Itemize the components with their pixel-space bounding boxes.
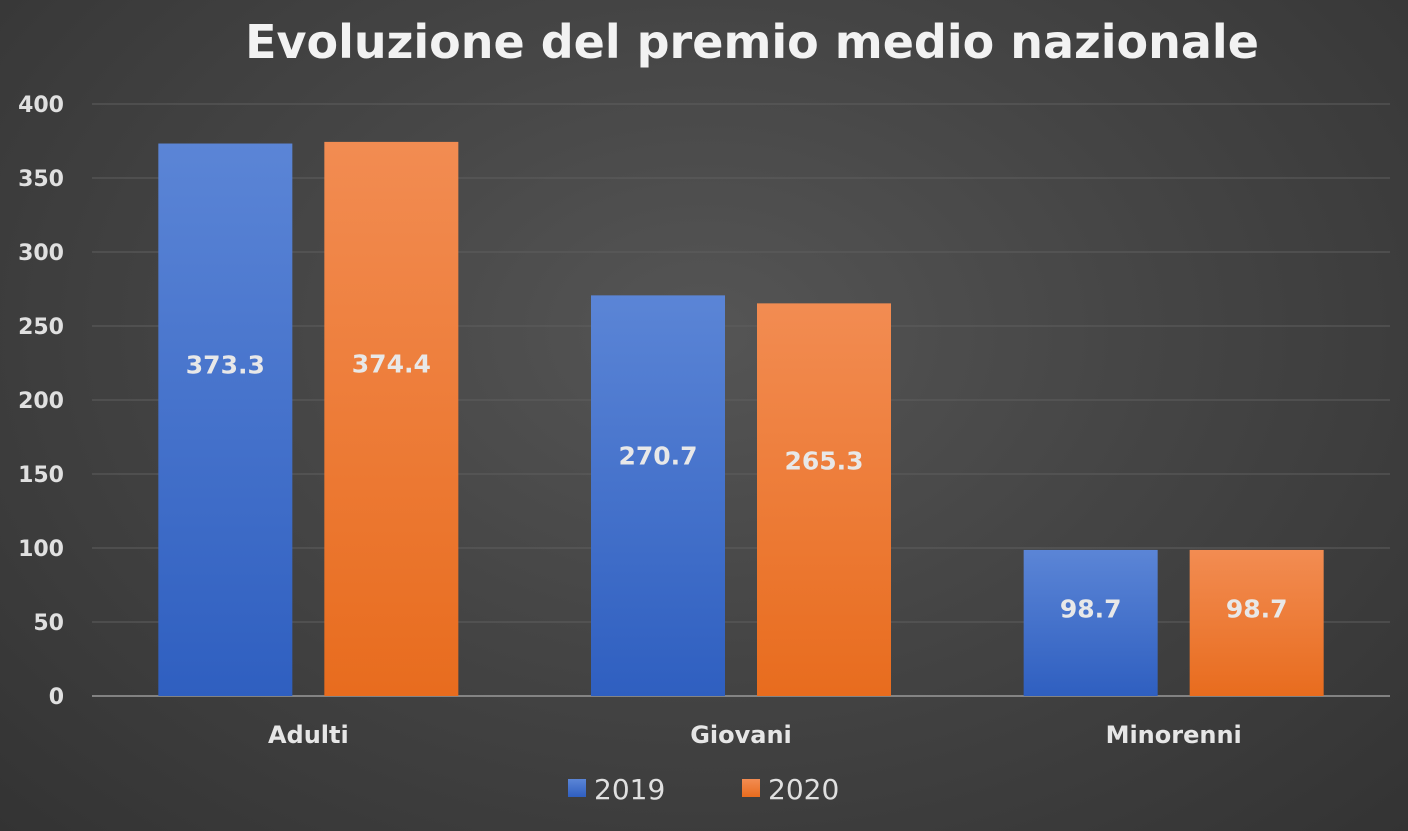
data-label: 98.7 [1226,594,1288,623]
chart-title: Evoluzione del premio medio nazionale [245,15,1259,69]
y-tick-label: 300 [18,241,64,266]
data-label: 265.3 [784,446,863,475]
legend-label: 2019 [594,773,665,806]
legend: 2019 2020 [568,773,839,806]
data-label: 373.3 [186,351,265,380]
y-tick-label: 350 [18,167,64,192]
legend-item-2020: 2020 [742,773,839,806]
legend-item-2019: 2019 [568,773,665,806]
y-tick-label: 100 [18,537,64,562]
bar-2019-giovani [591,295,725,696]
legend-label: 2020 [768,773,839,806]
bar-2020-adulti [324,141,459,696]
y-tick-label: 150 [18,463,64,488]
data-labels: 373.3 374.4 270.7 265.3 98.7 98.7 [186,350,1288,624]
bar-2020-minorenni [1189,549,1324,696]
data-label: 98.7 [1060,594,1122,623]
data-label: 374.4 [352,350,431,379]
legend-swatch [742,779,760,797]
y-tick-label: 200 [18,389,64,414]
y-tick-label: 0 [49,685,64,710]
y-tick-label: 50 [33,611,64,636]
y-tick-label: 400 [18,93,64,118]
x-tick-label: Minorenni [1106,721,1242,749]
bar-2019-adulti [158,143,293,697]
y-tick-label: 250 [18,315,64,340]
x-tick-label: Adulti [268,721,349,749]
bar-2020-giovani [757,303,891,696]
gridlines [92,103,1390,697]
x-axis: Adulti Giovani Minorenni [268,721,1242,749]
x-tick-label: Giovani [690,721,792,749]
legend-swatch [568,779,586,797]
bar-2019-minorenni [1023,549,1158,696]
y-axis: 0 50 100 150 200 250 300 350 400 [18,93,64,710]
data-label: 270.7 [618,442,697,471]
bars [158,141,1324,697]
